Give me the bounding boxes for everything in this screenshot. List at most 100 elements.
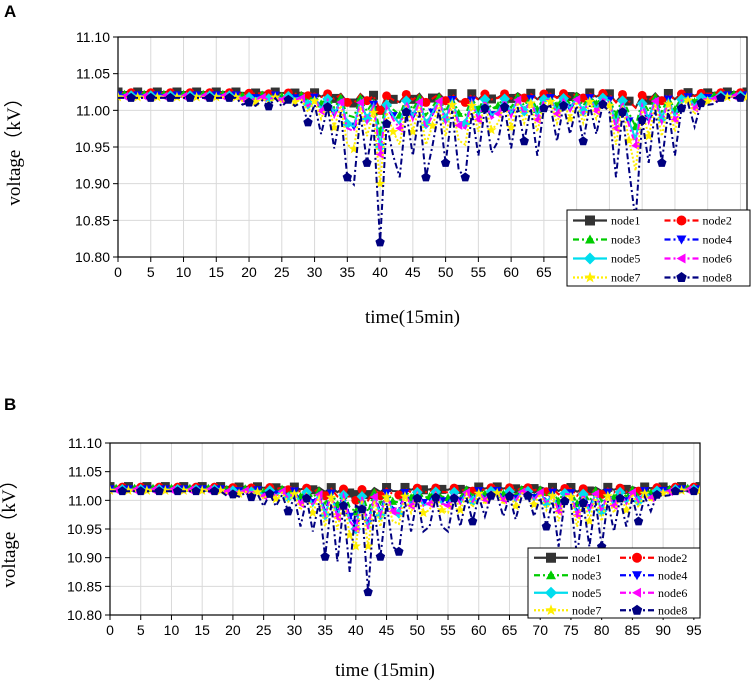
data-point-node6 <box>535 487 544 497</box>
data-point-node5 <box>459 118 471 130</box>
data-point-node8 <box>283 506 293 516</box>
x-tick-label: 25 <box>274 264 290 280</box>
data-point-node8 <box>191 486 201 496</box>
legend-marker-node4 <box>632 571 642 581</box>
data-point-node8 <box>146 92 156 102</box>
y-tick-label: 10.80 <box>67 607 102 623</box>
x-tick-label: 95 <box>686 622 702 638</box>
x-tick-label: 80 <box>594 622 610 638</box>
data-point-node8 <box>637 115 647 124</box>
data-point-node1 <box>369 90 379 100</box>
x-tick-label: 5 <box>147 264 155 280</box>
data-point-node7 <box>492 487 503 498</box>
data-point-node8 <box>363 587 373 597</box>
data-point-node7 <box>362 540 374 551</box>
x-tick-label: 15 <box>208 264 224 280</box>
data-point-node7 <box>178 485 189 495</box>
data-point-node8 <box>716 92 726 102</box>
data-point-node7 <box>141 485 153 495</box>
data-point-node5 <box>577 488 589 500</box>
legend-box <box>566 209 751 287</box>
x-tick-label: 45 <box>379 622 395 638</box>
legend-marker-node2 <box>632 552 642 563</box>
data-point-node7 <box>289 488 300 499</box>
data-point-node7 <box>191 91 202 102</box>
data-point-node1 <box>363 490 373 500</box>
data-point-node1 <box>308 485 318 495</box>
data-point-node7 <box>427 120 438 131</box>
data-point-node1 <box>663 88 673 98</box>
data-point-node7 <box>564 113 576 124</box>
data-point-node6 <box>355 98 365 108</box>
legend-marker-node1 <box>546 552 556 563</box>
x-tick-label: 30 <box>307 264 323 280</box>
data-point-node2 <box>394 490 404 500</box>
data-point-node8 <box>381 118 392 128</box>
data-point-node8 <box>676 103 687 113</box>
y-tick-label: 10.90 <box>67 550 102 566</box>
legend-label: node4 <box>703 233 732 247</box>
legend-label: node3 <box>572 568 601 582</box>
legend-label: node4 <box>658 568 687 582</box>
data-point-node8 <box>696 98 706 108</box>
x-tick-label: 25 <box>256 622 272 638</box>
data-point-node7 <box>307 507 318 518</box>
x-tick-label: 85 <box>625 622 641 638</box>
data-point-node6 <box>375 149 384 159</box>
series-node7 <box>118 91 747 189</box>
data-point-node7 <box>682 94 694 105</box>
data-point-node7 <box>374 178 386 189</box>
data-point-node8 <box>303 117 313 127</box>
data-point-node5 <box>617 95 628 107</box>
data-point-node7 <box>604 100 615 111</box>
data-point-node8 <box>342 172 353 182</box>
data-point-node5 <box>448 486 460 498</box>
data-point-node8 <box>467 516 478 526</box>
data-point-node7 <box>528 499 540 509</box>
data-point-node6 <box>277 486 286 496</box>
legend-item-node5: node5 <box>573 252 640 266</box>
data-point-node8 <box>172 486 183 496</box>
x-tick-label: 65 <box>502 622 518 638</box>
data-point-node2 <box>401 89 411 99</box>
data-point-node7 <box>270 493 282 504</box>
x-tick-label: 70 <box>532 622 548 638</box>
legend-item-node7: node7 <box>534 603 601 617</box>
data-point-node8 <box>541 521 552 531</box>
y-tick-label: 11.05 <box>76 66 110 82</box>
data-point-node5 <box>479 93 491 105</box>
data-point-node7 <box>252 486 263 497</box>
data-point-node7 <box>525 97 536 108</box>
x-tick-label: 40 <box>348 622 364 638</box>
legend-item-node7: node7 <box>573 271 640 285</box>
x-tick-label: 50 <box>410 622 426 638</box>
data-point-node6 <box>664 487 673 497</box>
series-node8 <box>110 486 700 597</box>
data-point-node8 <box>375 237 385 247</box>
data-point-node1 <box>683 88 693 98</box>
y-tick-label: 10.85 <box>67 578 102 594</box>
data-point-node6 <box>332 512 341 522</box>
data-point-node7 <box>643 130 654 141</box>
data-point-node8 <box>617 107 628 117</box>
data-point-node5 <box>676 93 687 105</box>
legend-item-node1: node1 <box>534 551 601 565</box>
panel-label: A <box>4 2 16 21</box>
data-point-node7 <box>639 488 650 498</box>
data-point-node8 <box>578 498 588 507</box>
legend: node1 node2 node3 node4 node5 node6 node7 node8 <box>566 209 751 287</box>
data-point-node8 <box>338 500 349 510</box>
legend-label: node6 <box>703 252 732 266</box>
data-point-node1 <box>621 484 631 494</box>
data-point-node1 <box>455 484 465 494</box>
data-point-node1 <box>349 98 359 108</box>
data-point-node7 <box>466 100 477 111</box>
legend-label: node8 <box>658 603 687 617</box>
data-point-node1 <box>271 483 281 493</box>
data-point-node7 <box>211 91 222 102</box>
y-axis-title: voltage（kV） <box>3 88 25 205</box>
data-point-node6 <box>314 490 323 500</box>
data-point-node7 <box>132 91 143 102</box>
data-point-node6 <box>591 106 600 116</box>
data-point-node7 <box>215 485 226 495</box>
